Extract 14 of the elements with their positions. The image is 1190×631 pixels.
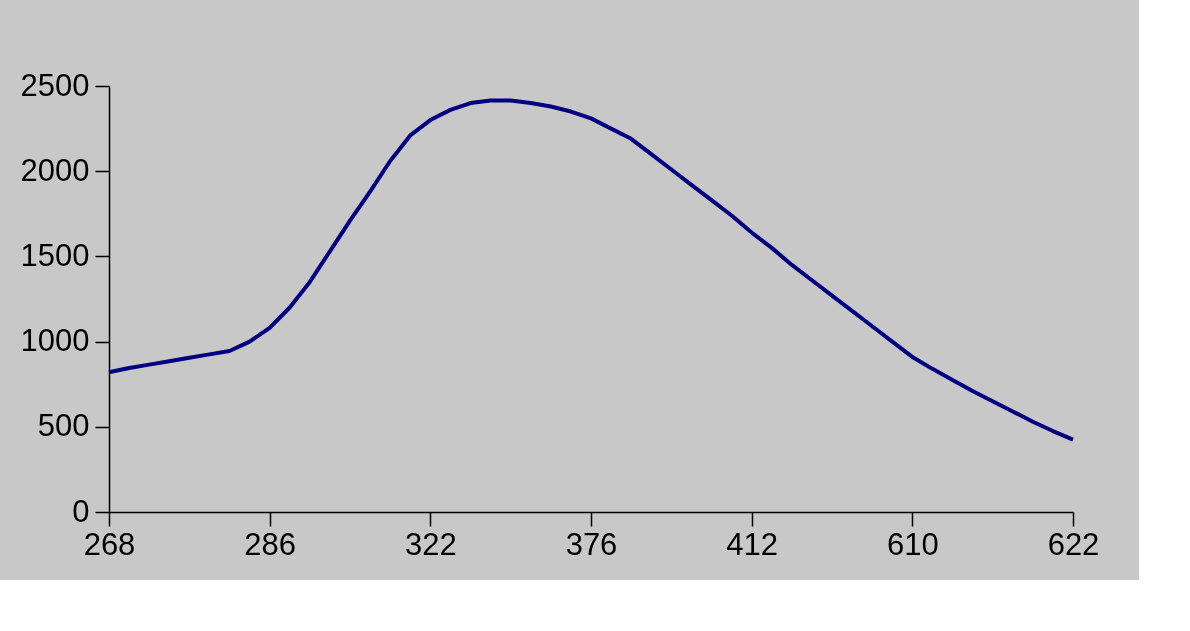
x-tick-label: 622 — [1047, 526, 1100, 562]
y-tick-label: 2000 — [20, 152, 90, 188]
x-tick-label: 268 — [83, 526, 136, 562]
line-series — [107, 98, 1075, 442]
y-tick-label: 0 — [72, 493, 90, 529]
y-tick-label: 500 — [37, 408, 90, 444]
x-tick-label: 376 — [565, 526, 618, 562]
y-tick-label: 1000 — [20, 323, 90, 359]
y-tick-label: 1500 — [20, 237, 90, 273]
x-tick-label: 412 — [726, 526, 779, 562]
x-tick-label: 322 — [404, 526, 457, 562]
x-tick-label: 610 — [886, 526, 939, 562]
y-tick-label: 2500 — [20, 67, 90, 103]
x-tick-label: 286 — [244, 526, 297, 562]
